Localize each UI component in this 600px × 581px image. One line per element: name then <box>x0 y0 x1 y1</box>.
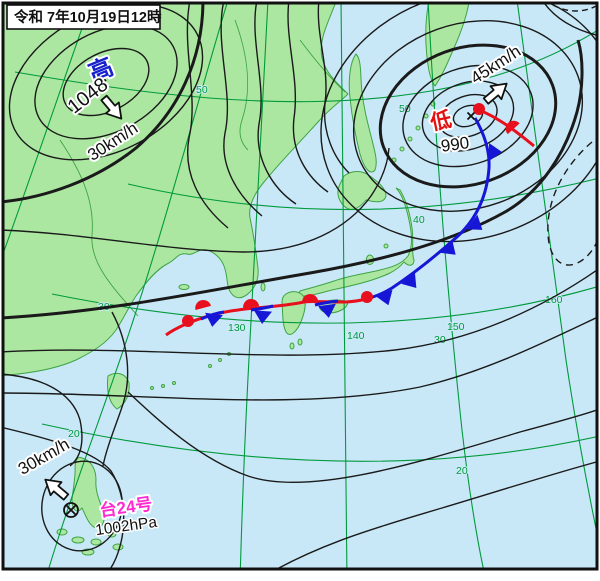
meridian-150 <box>427 3 484 569</box>
label-lon150: 150 <box>447 321 465 333</box>
high-center-x <box>97 72 107 82</box>
latitude-40-line <box>127 178 597 211</box>
typhoon-arrow-northwest <box>44 478 70 501</box>
meridian-120 <box>48 3 228 569</box>
label-lon140: 140 <box>347 330 365 342</box>
low-arrow-northeast <box>482 82 508 105</box>
high-arrow-southeast <box>100 94 123 120</box>
low-center-x <box>466 111 476 121</box>
low-pressure-value: 990 <box>440 133 471 156</box>
landmasses <box>3 3 470 556</box>
typhoon-center-symbol <box>63 502 79 518</box>
isobar-typhoon <box>41 460 123 552</box>
fronts <box>165 103 535 337</box>
land-honshu <box>297 187 415 297</box>
cold-front-triangles <box>205 143 502 327</box>
label-lat50-west: 50 <box>196 84 208 96</box>
label-lon160: 160 <box>545 294 563 306</box>
latitude-20-line <box>41 423 597 462</box>
stationary-front-line <box>165 297 367 337</box>
latitude-30-line <box>51 286 597 324</box>
movement-arrows <box>44 82 508 501</box>
latitude-50-line <box>14 29 597 103</box>
meridian-130 <box>239 3 269 569</box>
label-lat30-east: 30 <box>434 334 446 346</box>
label-lon130: 130 <box>228 322 246 334</box>
grid-labels: 50 50 40 30 30 20 20 130 140 150 160 <box>67 83 564 478</box>
map-border <box>1 1 599 571</box>
title-box: 令和 7年10月19日12時 <box>6 4 162 30</box>
center-marks <box>63 72 476 518</box>
land-sakhalin <box>348 53 377 173</box>
front-semicircles <box>182 103 520 327</box>
label-lat40: 40 <box>413 214 425 226</box>
rivers <box>59 19 346 317</box>
isobars-low <box>320 3 597 243</box>
isobar-dashed-trough <box>547 141 597 266</box>
map-title: 令和 7年10月19日12時 <box>14 8 162 26</box>
meridian-160 <box>516 3 597 537</box>
label-lat20-east: 20 <box>456 465 468 477</box>
label-lat20-west: 20 <box>68 428 80 440</box>
land-asia-continent <box>3 3 349 377</box>
small-islands <box>56 101 436 556</box>
cold-front-line <box>365 117 491 301</box>
